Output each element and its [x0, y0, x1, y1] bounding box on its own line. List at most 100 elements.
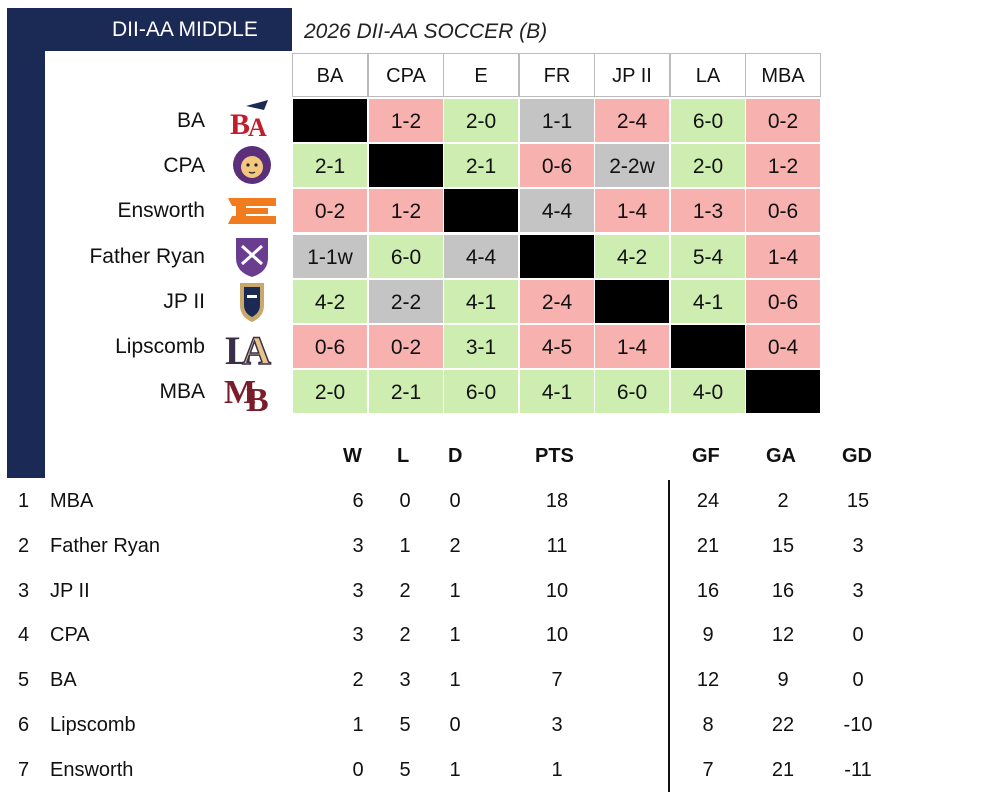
result-cell: 0-6: [292, 324, 368, 369]
svg-text:M: M: [224, 374, 256, 411]
standings-header-ga: GA: [766, 445, 796, 467]
column-header: CPA: [368, 53, 444, 97]
column-header: JP II: [594, 53, 670, 97]
side-bar: [7, 8, 45, 478]
result-cell: 6-0: [594, 369, 670, 414]
standings-d-value: 0: [449, 490, 461, 512]
self-match-cell: [368, 143, 444, 188]
standings-rank: 3: [18, 580, 30, 602]
standings-header-gf: GF: [692, 445, 720, 467]
standings-header-l: L: [397, 445, 410, 467]
result-cell: 0-4: [745, 324, 821, 369]
standings-gf-value: 8: [702, 714, 714, 736]
standings-team: BA: [50, 669, 77, 691]
standings-gd-value: 15: [846, 490, 870, 512]
column-header: LA: [670, 53, 746, 97]
standings-l-value: 2: [399, 624, 411, 646]
e-logo: [224, 188, 280, 233]
row-team-label: CPA: [163, 154, 205, 177]
row-team-label: Father Ryan: [89, 245, 205, 268]
result-cell: 4-2: [292, 279, 368, 324]
standings-gd-value: -10: [843, 714, 873, 736]
standings-ga-value: 21: [771, 759, 795, 781]
svg-text:B: B: [230, 108, 250, 141]
result-cell: 2-2: [368, 279, 444, 324]
standings-gd-value: 0: [852, 669, 864, 691]
standings-ga-value: 12: [771, 624, 795, 646]
result-cell: 1-2: [368, 98, 444, 143]
result-cell: 2-1: [368, 369, 444, 414]
standings-pts-value: 10: [545, 580, 569, 602]
standings-pts-value: 10: [545, 624, 569, 646]
row-team-label: JP II: [163, 290, 205, 313]
row-team-label: Ensworth: [117, 199, 205, 222]
result-cell: 0-6: [745, 188, 821, 233]
section-label: DII-AA MIDDLE: [112, 18, 258, 41]
standings-w-value: 3: [352, 535, 364, 557]
result-cell: 1-2: [368, 188, 444, 233]
standings-gf-value: 24: [696, 490, 720, 512]
result-cell: 2-4: [519, 279, 595, 324]
result-cell: 5-4: [670, 234, 746, 279]
self-match-cell: [670, 324, 746, 369]
standings-l-value: 5: [399, 759, 411, 781]
standings-gd-value: -11: [844, 759, 872, 781]
result-cell: 1-4: [594, 188, 670, 233]
standings-l-value: 1: [399, 535, 411, 557]
standings-team: MBA: [50, 490, 94, 512]
result-cell: 4-2: [594, 234, 670, 279]
column-header: BA: [292, 53, 368, 97]
result-cell: 1-3: [670, 188, 746, 233]
standings-d-value: 1: [449, 580, 461, 602]
standings-rank: 1: [18, 490, 30, 512]
result-cell: 6-0: [368, 234, 444, 279]
standings-w-value: 3: [352, 624, 364, 646]
page-title: 2026 DII-AA SOCCER (B): [304, 20, 548, 43]
result-cell: 2-2w: [594, 143, 670, 188]
standings-header-pts: PTS: [535, 445, 574, 467]
result-cell: 4-0: [670, 369, 746, 414]
standings-gf-value: 16: [696, 580, 720, 602]
standings-w-value: 2: [352, 669, 364, 691]
standings-l-value: 5: [399, 714, 411, 736]
standings-team: Lipscomb: [50, 714, 136, 736]
column-divider: [668, 480, 670, 792]
standings-d-value: 0: [449, 714, 461, 736]
standings-ga-value: 9: [777, 669, 789, 691]
standings-d-value: 1: [449, 624, 461, 646]
standings-w-value: 3: [352, 580, 364, 602]
column-header: E: [443, 53, 519, 97]
result-cell: 0-2: [745, 98, 821, 143]
result-cell: 1-1w: [292, 234, 368, 279]
knight-logo: [224, 279, 280, 324]
standings-team: JP II: [50, 580, 90, 602]
column-header: FR: [519, 53, 595, 97]
standings-gf-value: 7: [702, 759, 714, 781]
standings-l-value: 3: [399, 669, 411, 691]
standings-team: CPA: [50, 624, 90, 646]
standings-header-w: W: [343, 445, 362, 467]
standings-ga-value: 2: [777, 490, 789, 512]
self-match-cell: [594, 279, 670, 324]
result-cell: 2-4: [594, 98, 670, 143]
row-team-label: Lipscomb: [115, 335, 205, 358]
standings-rank: 2: [18, 535, 30, 557]
result-cell: 4-1: [443, 279, 519, 324]
result-cell: 0-2: [368, 324, 444, 369]
result-cell: 4-5: [519, 324, 595, 369]
self-match-cell: [443, 188, 519, 233]
row-team-label: MBA: [159, 380, 205, 403]
standings-pts-value: 11: [546, 535, 568, 557]
standings-header-d: D: [448, 445, 463, 467]
result-cell: 2-0: [670, 143, 746, 188]
result-cell: 1-1: [519, 98, 595, 143]
svg-text:L: L: [225, 328, 252, 369]
standings-rank: 6: [18, 714, 30, 736]
standings-pts-value: 3: [551, 714, 563, 736]
header-bar: [7, 8, 292, 51]
result-cell: 6-0: [670, 98, 746, 143]
standings-gd-value: 0: [852, 624, 864, 646]
